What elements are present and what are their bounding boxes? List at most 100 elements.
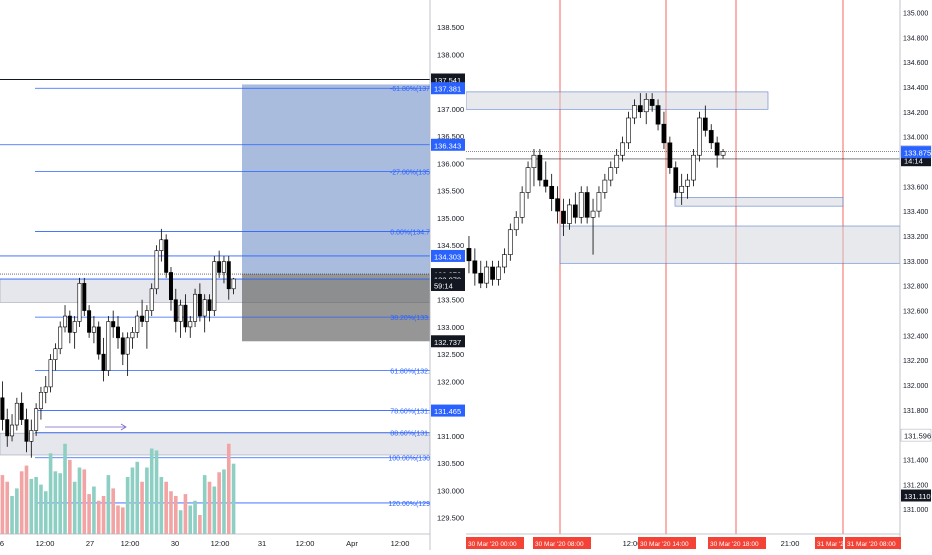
right-axis-tick-label: 132.000 xyxy=(903,383,928,390)
left-price-label-tag xyxy=(431,82,465,95)
candle-body xyxy=(120,337,125,355)
volume-bar xyxy=(178,510,183,534)
candle-body xyxy=(702,117,708,131)
volume-bar xyxy=(5,481,10,534)
volume-bar xyxy=(10,496,14,534)
right-axis-tick-label: 134.800 xyxy=(903,35,928,42)
candle-body xyxy=(24,419,29,442)
left-price-label: 137.381 xyxy=(434,85,461,94)
candle-body xyxy=(496,266,501,280)
volume-bar xyxy=(149,448,154,534)
candle-body xyxy=(159,239,164,251)
volume-bar xyxy=(154,450,159,534)
candle-body xyxy=(178,304,183,322)
candle-body xyxy=(531,154,537,168)
volume-bar xyxy=(29,478,34,534)
left-axis-tick-label: 138.000 xyxy=(437,50,464,59)
right-time-tick-label: 21:00 xyxy=(781,539,800,548)
volume-bar xyxy=(101,496,106,534)
candle-body xyxy=(649,99,655,106)
candle-body xyxy=(519,192,525,218)
candle-body xyxy=(626,117,631,144)
candle-body xyxy=(58,326,63,350)
candle-body xyxy=(608,167,614,181)
fib-level-label: 0.00%(134.7 xyxy=(390,230,430,237)
left-chart-panel[interactable]: -61.80%(137 -27.00%(135 0.00%(134.7 38.20%(… xyxy=(0,79,431,534)
volume-bar xyxy=(226,443,231,534)
left-price-label: 136.343 xyxy=(434,141,461,150)
right-price-label: 133.875 xyxy=(904,149,931,158)
right-axis-tick-label: 134.600 xyxy=(903,60,928,67)
right-axis-tick-label: 133.200 xyxy=(903,234,928,241)
fib-level-label: 88.60%(131. xyxy=(390,431,430,438)
candle-body xyxy=(555,198,560,212)
candle-body xyxy=(590,210,596,218)
right-price-label-tag xyxy=(900,428,932,442)
candle-body xyxy=(130,332,135,339)
candle-body xyxy=(164,239,169,273)
left-time-tick-label: 12:00 xyxy=(36,539,55,548)
left-axis-tick-label: 133.000 xyxy=(437,323,464,332)
candle-body xyxy=(48,359,53,388)
right-axis-tick-label: 131.200 xyxy=(903,482,928,489)
candle-body xyxy=(525,167,531,193)
left-axis-tick-label: 134.500 xyxy=(437,241,464,250)
candle-body xyxy=(572,204,578,218)
volume-bar xyxy=(207,481,212,534)
volume-bar xyxy=(24,465,29,534)
candle-body xyxy=(472,260,478,274)
right-price-label-tag xyxy=(901,489,931,502)
volume-bar xyxy=(58,473,63,534)
volume-bar xyxy=(77,467,82,534)
right-price-label-tag xyxy=(901,146,931,159)
volume-bar xyxy=(72,481,77,534)
volume-bar xyxy=(217,472,221,534)
left-time-tick-label: 31 xyxy=(258,539,266,548)
volume-bar xyxy=(159,477,164,534)
candle-body xyxy=(537,154,543,181)
right-price-label: 131.110 xyxy=(904,492,931,501)
candle-body xyxy=(708,130,714,144)
candle-body xyxy=(82,283,87,311)
volume-bar xyxy=(106,475,111,534)
left-axis-tick-label: 131.000 xyxy=(437,432,464,441)
volume-bar xyxy=(135,461,140,534)
candle-body xyxy=(193,293,198,322)
supply-demand-zone xyxy=(674,197,844,207)
candle-body xyxy=(106,321,111,371)
candle-body xyxy=(466,248,472,262)
volume-bar xyxy=(19,471,24,534)
session-time-tag xyxy=(466,537,524,549)
left-price-label-tag xyxy=(431,404,465,417)
right-axis-tick-label: 131.800 xyxy=(903,408,928,415)
right-axis-tick-label: 133.400 xyxy=(903,209,928,216)
position-target-area xyxy=(242,84,430,275)
left-axis-tick-label: 135.000 xyxy=(437,214,464,223)
left-axis-tick-label: 132.000 xyxy=(437,377,464,386)
candle-body xyxy=(77,283,82,322)
supply-demand-zone xyxy=(465,91,769,110)
candle-body xyxy=(19,402,24,420)
candle-body xyxy=(67,315,72,333)
volume-bar xyxy=(82,469,87,534)
candle-body xyxy=(72,321,77,333)
right-chart-panel[interactable] xyxy=(465,0,901,534)
candle-body xyxy=(578,192,584,218)
candle-body xyxy=(226,261,231,290)
volume-bar xyxy=(164,481,168,534)
volume-bar xyxy=(169,491,173,534)
left-price-label-tag xyxy=(431,138,465,151)
session-time-label: 30 Mar '20 14:00 xyxy=(640,541,689,548)
candle-body xyxy=(140,315,145,322)
volume-bar xyxy=(111,488,115,534)
left-axis-tick-label: 130.500 xyxy=(437,459,464,468)
candle-body xyxy=(655,105,661,125)
candle-body xyxy=(53,348,58,360)
candle-body xyxy=(567,204,572,224)
session-time-tag xyxy=(708,537,766,549)
candle-body xyxy=(168,272,173,300)
volume-bar xyxy=(183,494,188,534)
